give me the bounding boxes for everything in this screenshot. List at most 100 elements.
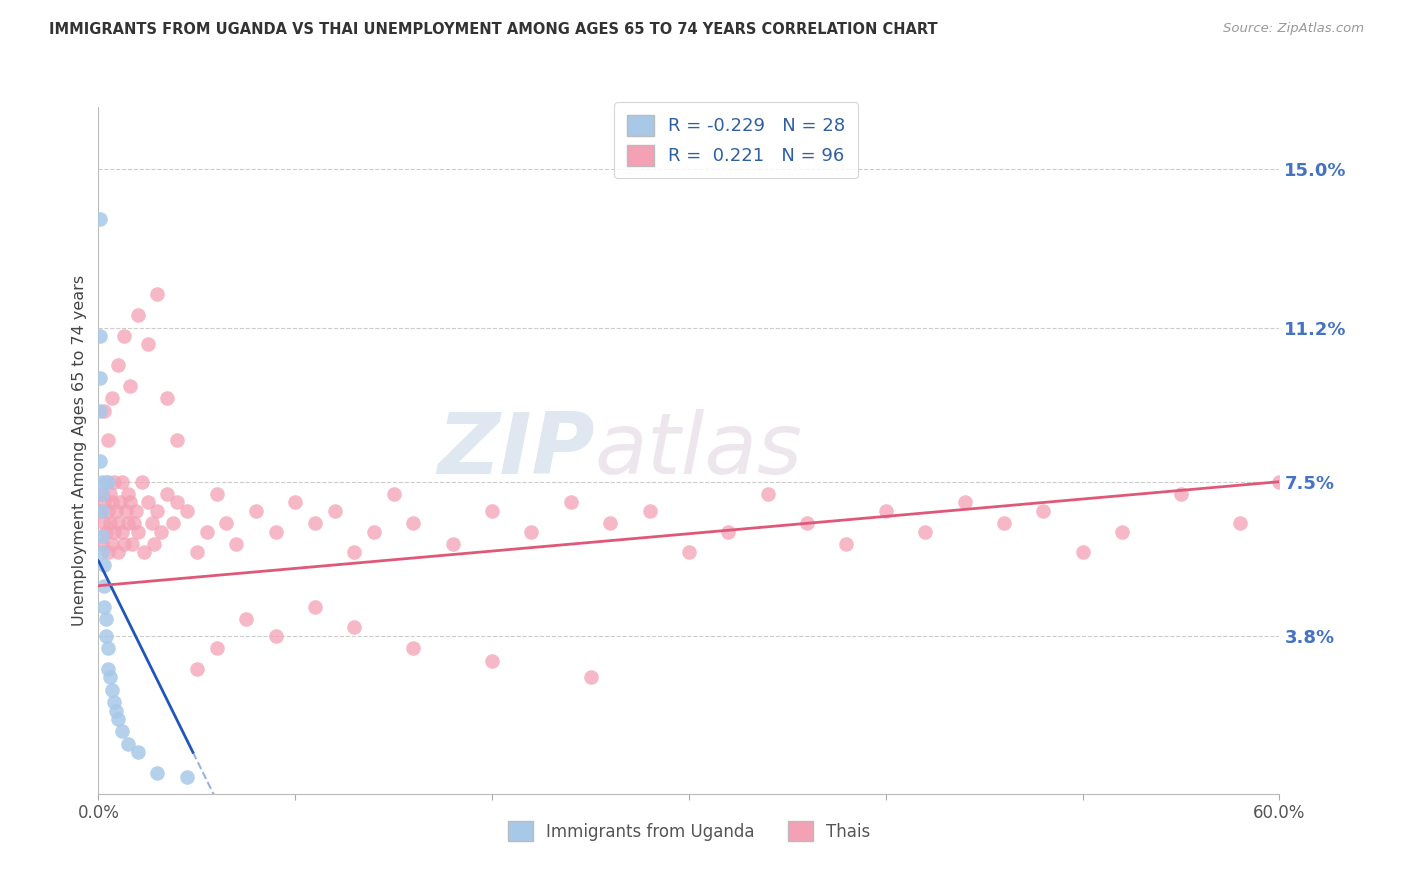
Point	[166, 495, 188, 509]
Point	[441, 537, 464, 551]
Point	[93, 516, 115, 531]
Point	[402, 641, 425, 656]
Point	[875, 504, 897, 518]
Point	[323, 504, 346, 518]
Point	[108, 495, 131, 509]
Point	[678, 545, 700, 559]
Point	[93, 404, 115, 418]
Point	[176, 504, 198, 518]
Point	[103, 695, 125, 709]
Point	[136, 337, 159, 351]
Point	[117, 487, 139, 501]
Point	[122, 516, 145, 531]
Point	[245, 504, 267, 518]
Point	[97, 504, 120, 518]
Point	[117, 737, 139, 751]
Point	[835, 537, 858, 551]
Point	[101, 392, 124, 406]
Point	[132, 545, 155, 559]
Text: atlas: atlas	[595, 409, 803, 492]
Point	[599, 516, 621, 531]
Point	[264, 524, 287, 539]
Point	[107, 358, 129, 372]
Point	[579, 670, 602, 684]
Point	[89, 404, 111, 418]
Point	[162, 516, 184, 531]
Point	[89, 370, 111, 384]
Point	[97, 433, 120, 447]
Point	[89, 454, 111, 468]
Point	[127, 524, 149, 539]
Point	[89, 212, 111, 227]
Point	[343, 620, 366, 634]
Point	[97, 545, 120, 559]
Point	[136, 495, 159, 509]
Point	[150, 524, 173, 539]
Point	[382, 487, 405, 501]
Point	[103, 475, 125, 489]
Point	[1032, 504, 1054, 518]
Point	[363, 524, 385, 539]
Point	[481, 504, 503, 518]
Point	[111, 475, 134, 489]
Point	[107, 516, 129, 531]
Point	[993, 516, 1015, 531]
Point	[1170, 487, 1192, 501]
Point	[112, 329, 135, 343]
Point	[953, 495, 976, 509]
Point	[101, 682, 124, 697]
Point	[1268, 475, 1291, 489]
Point	[118, 495, 141, 509]
Point	[93, 579, 115, 593]
Point	[111, 724, 134, 739]
Point	[166, 433, 188, 447]
Point	[93, 558, 115, 572]
Point	[89, 329, 111, 343]
Point	[105, 704, 128, 718]
Text: Source: ZipAtlas.com: Source: ZipAtlas.com	[1223, 22, 1364, 36]
Point	[481, 654, 503, 668]
Point	[121, 537, 143, 551]
Point	[127, 308, 149, 322]
Point	[96, 612, 118, 626]
Point	[107, 545, 129, 559]
Y-axis label: Unemployment Among Ages 65 to 74 years: Unemployment Among Ages 65 to 74 years	[72, 275, 87, 626]
Point	[118, 379, 141, 393]
Point	[89, 504, 111, 518]
Point	[717, 524, 740, 539]
Point	[146, 504, 169, 518]
Point	[560, 495, 582, 509]
Point	[195, 524, 218, 539]
Point	[112, 537, 135, 551]
Point	[98, 516, 121, 531]
Point	[91, 487, 114, 501]
Point	[1111, 524, 1133, 539]
Point	[796, 516, 818, 531]
Point	[156, 392, 179, 406]
Point	[141, 516, 163, 531]
Point	[101, 537, 124, 551]
Text: IMMIGRANTS FROM UGANDA VS THAI UNEMPLOYMENT AMONG AGES 65 TO 74 YEARS CORRELATIO: IMMIGRANTS FROM UGANDA VS THAI UNEMPLOYM…	[49, 22, 938, 37]
Point	[105, 504, 128, 518]
Point	[91, 529, 114, 543]
Point	[117, 516, 139, 531]
Point	[1229, 516, 1251, 531]
Point	[96, 629, 118, 643]
Point	[131, 475, 153, 489]
Point	[284, 495, 307, 509]
Point	[638, 504, 661, 518]
Point	[235, 612, 257, 626]
Point	[225, 537, 247, 551]
Point	[127, 745, 149, 759]
Point	[101, 495, 124, 509]
Point	[264, 629, 287, 643]
Point	[205, 641, 228, 656]
Point	[176, 770, 198, 784]
Point	[146, 287, 169, 301]
Point	[520, 524, 543, 539]
Point	[91, 487, 114, 501]
Point	[142, 537, 165, 551]
Point	[96, 475, 118, 489]
Point	[91, 545, 114, 559]
Point	[215, 516, 238, 531]
